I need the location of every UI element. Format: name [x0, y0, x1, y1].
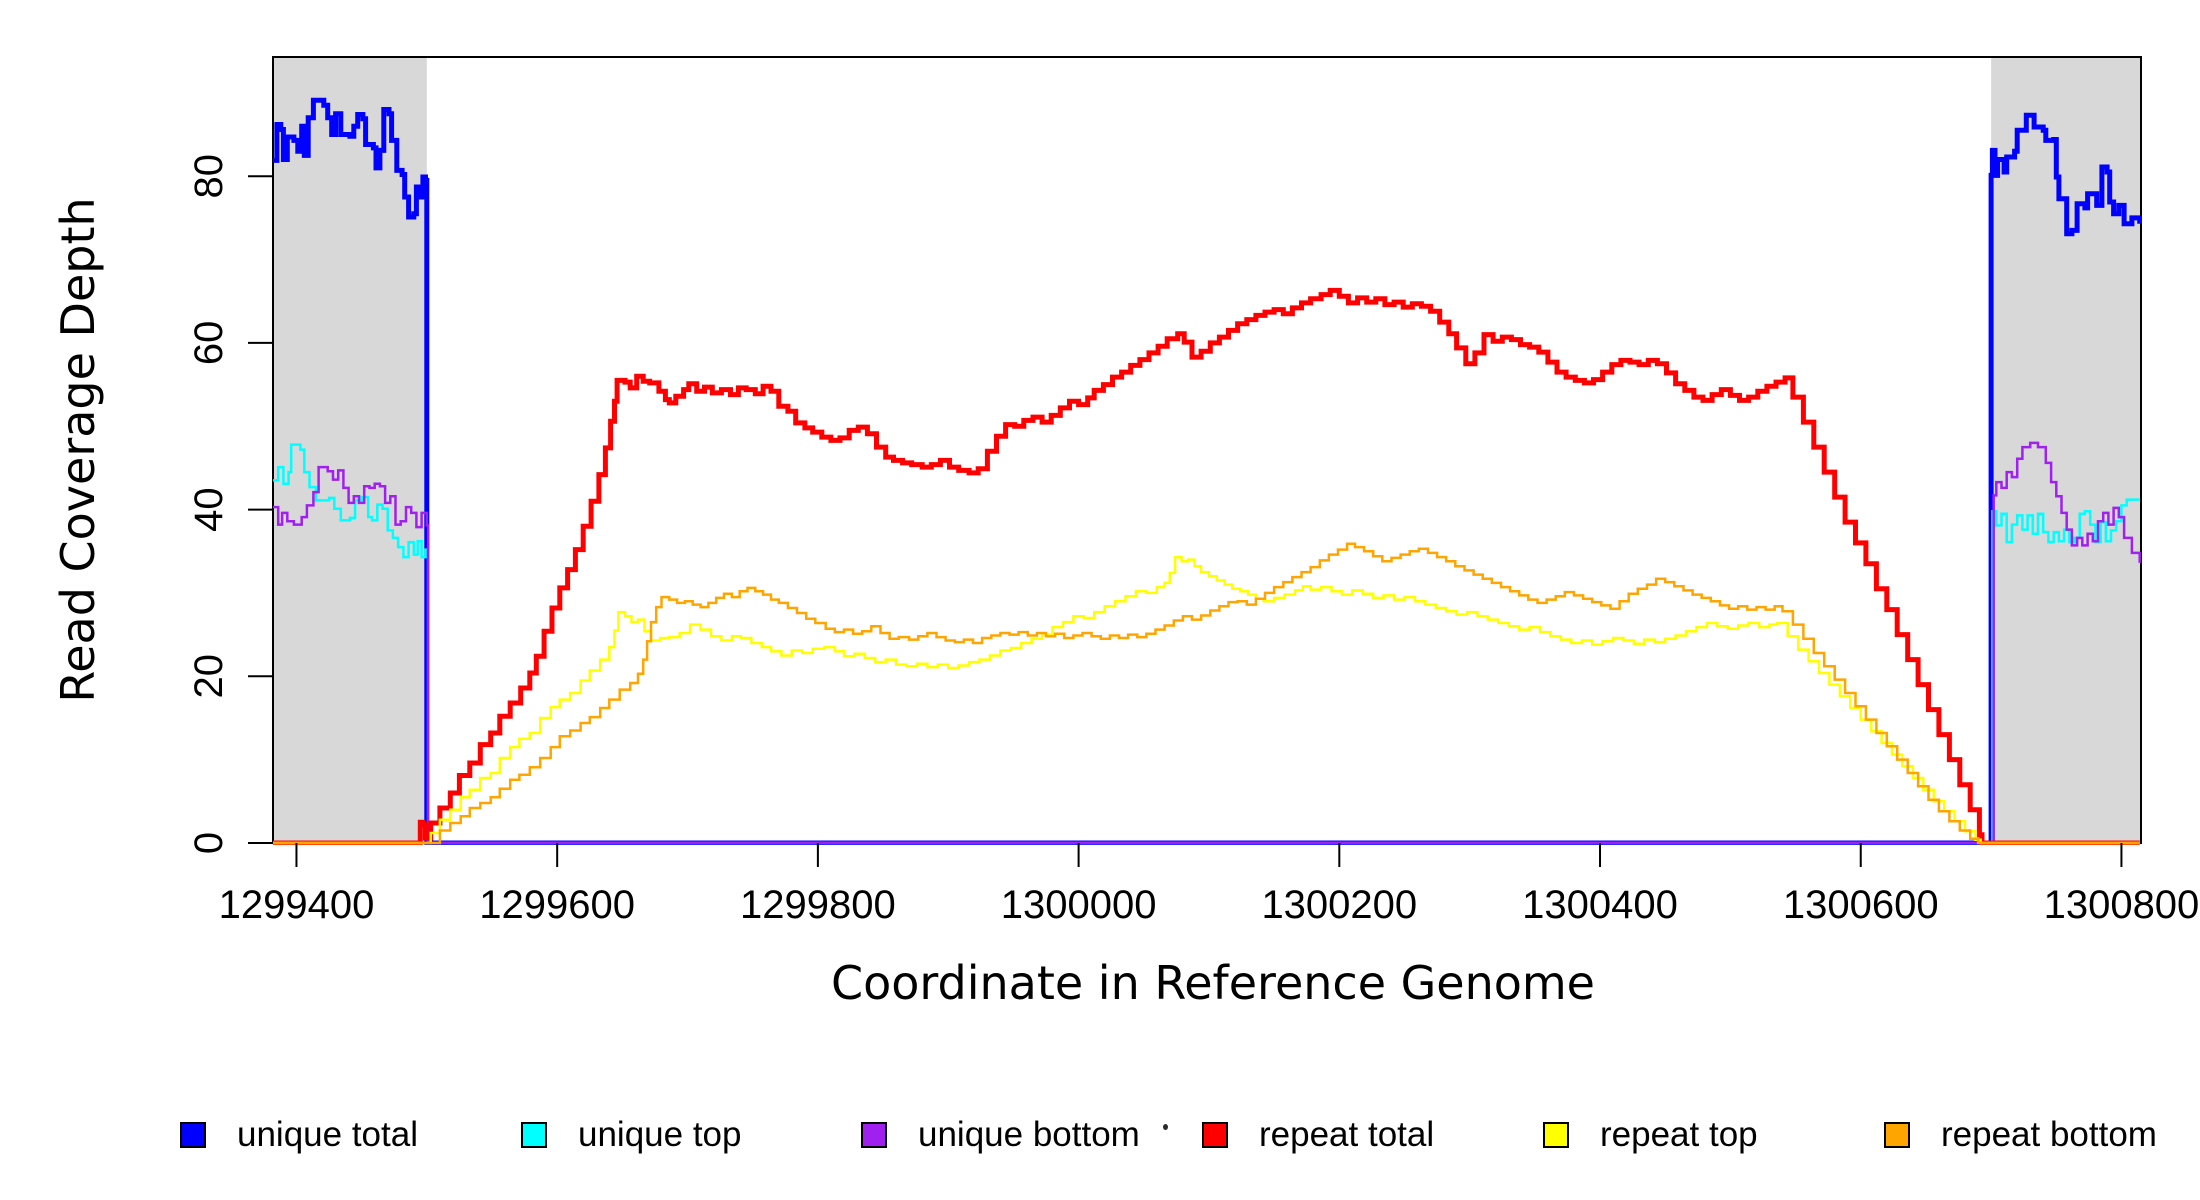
- y-tick-label: 60: [187, 321, 231, 366]
- series-repeat-top: [273, 555, 2140, 845]
- legend-item-unique-bottom: unique bottom: [861, 1115, 1140, 1154]
- plot-border: [272, 56, 2142, 844]
- legend-swatch-icon: [180, 1122, 206, 1148]
- shaded-region-right-flank: [1991, 57, 2141, 843]
- series-repeat-total: [273, 287, 2140, 845]
- legend-label: unique bottom: [918, 1115, 1140, 1154]
- x-tick-label: 1300400: [1522, 883, 1678, 927]
- legend-swatch-icon: [1202, 1122, 1228, 1148]
- legend-label: repeat bottom: [1941, 1115, 2157, 1154]
- legend-item-repeat-bottom: repeat bottom: [1884, 1115, 2157, 1154]
- legend-swatch-icon: [1884, 1122, 1910, 1148]
- legend-label: unique top: [578, 1115, 742, 1154]
- legend-label: repeat top: [1600, 1115, 1758, 1154]
- shaded-region-left-flank: [273, 57, 427, 843]
- x-tick-label: 1299400: [219, 883, 375, 927]
- legend-item-unique-total: unique total: [180, 1115, 418, 1154]
- y-tick-label: 20: [187, 654, 231, 699]
- series-repeat-bottom: [273, 542, 2140, 845]
- legend-label: repeat total: [1259, 1115, 1435, 1154]
- legend-swatch-icon: [861, 1122, 887, 1148]
- x-tick-label: 1300000: [1001, 883, 1157, 927]
- y-tick-label: 80: [187, 154, 231, 199]
- legend-swatch-icon: [521, 1122, 547, 1148]
- x-tick-label: 1300200: [1261, 883, 1417, 927]
- legend-label: unique total: [237, 1115, 418, 1154]
- y-axis-title: Read Coverage Depth: [51, 197, 105, 703]
- legend-item-repeat-total: repeat total: [1202, 1115, 1434, 1154]
- y-tick-label: 40: [187, 487, 231, 531]
- series-unique-total: [273, 97, 2142, 845]
- x-tick-label: 1299800: [740, 883, 896, 927]
- legend-item-repeat-top: repeat top: [1543, 1115, 1758, 1154]
- x-tick-label: 1300800: [2044, 883, 2200, 927]
- legend-item-unique-top: unique top: [521, 1115, 741, 1154]
- legend-swatch-icon: [1543, 1122, 1569, 1148]
- x-tick-label: 1300600: [1783, 883, 1939, 927]
- y-tick-label: 0: [187, 832, 231, 854]
- stray-dot: [1163, 1124, 1168, 1130]
- series-unique-bottom: [273, 441, 2141, 845]
- x-tick-label: 1299600: [479, 883, 635, 927]
- series-unique-top: [273, 443, 2140, 845]
- x-axis-title: Coordinate in Reference Genome: [831, 956, 1595, 1010]
